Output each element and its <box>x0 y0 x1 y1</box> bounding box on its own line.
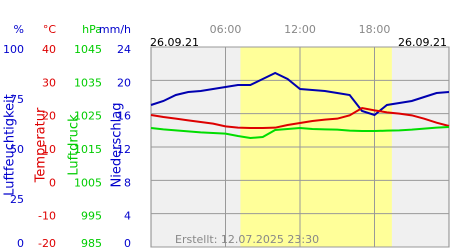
y-tick-label: 20 <box>117 76 131 89</box>
y-tick-label: 1015 <box>74 143 102 156</box>
y-tick-label: 16 <box>117 110 131 123</box>
y-tick-label: 20 <box>42 110 56 123</box>
axis-unit: % <box>14 23 24 36</box>
y-tick-label: 75 <box>10 93 24 106</box>
y-tick-label: 1045 <box>74 43 102 56</box>
y-tick-label: 1035 <box>74 76 102 89</box>
y-tick-label: 10 <box>42 143 56 156</box>
series-line <box>150 126 450 140</box>
y-tick-label: 24 <box>117 43 131 56</box>
y-tick-label: 12 <box>117 143 131 156</box>
y-tick-label: 1025 <box>74 110 102 123</box>
y-tick-label: 1005 <box>74 176 102 189</box>
x-tick-label: 18:00 <box>359 23 391 36</box>
x-tick-label: 12:00 <box>284 23 316 36</box>
y-tick-label: 30 <box>42 76 56 89</box>
y-tick-label: -20 <box>38 237 56 250</box>
axis-title: Luftfeuchtigkeit <box>3 94 18 196</box>
y-tick-label: 995 <box>81 210 102 223</box>
axis-title: Temperatur <box>34 107 49 183</box>
y-tick-label: 50 <box>10 143 24 156</box>
axis-title: Niederschlag <box>110 103 125 188</box>
x-tick-label: 06:00 <box>210 23 242 36</box>
footer: Erstellt: 12.07.2025 23:30 <box>175 233 319 246</box>
y-tick-label: -10 <box>38 210 56 223</box>
y-tick-label: 25 <box>10 193 24 206</box>
y-tick-label: 0 <box>49 176 56 189</box>
y-tick-label: 0 <box>17 237 24 250</box>
y-tick-label: 0 <box>124 237 131 250</box>
y-tick-label: 40 <box>42 43 56 56</box>
date-end: 26.09.21 <box>398 36 447 49</box>
series-line <box>150 106 450 129</box>
axis-unit: °C <box>43 23 57 36</box>
axis-title: Luftdruck <box>67 114 82 176</box>
y-tick-label: 8 <box>124 176 131 189</box>
axis-unit: hPa <box>82 23 102 36</box>
y-tick-label: 100 <box>3 43 24 56</box>
axis-unit: mm/h <box>99 23 131 36</box>
y-tick-label: 4 <box>124 210 131 223</box>
y-tick-label: 985 <box>81 237 102 250</box>
series-line <box>150 71 450 117</box>
date-start: 26.09.21 <box>150 36 199 49</box>
